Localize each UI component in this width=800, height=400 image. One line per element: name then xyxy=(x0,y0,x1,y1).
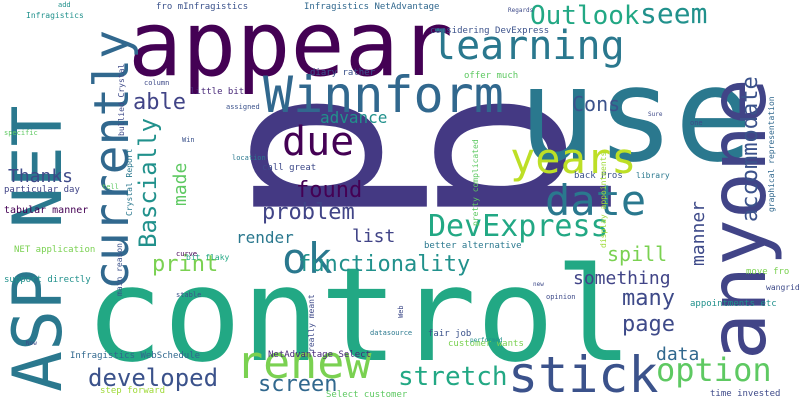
cloud-word: due xyxy=(282,119,355,165)
cloud-word: list xyxy=(352,226,396,247)
cloud-word: offer much xyxy=(464,71,519,81)
cloud-word: better alternative xyxy=(424,241,522,251)
cloud-word: add xyxy=(58,1,71,9)
cloud-word: date xyxy=(545,176,647,225)
cloud-word: Now xyxy=(26,340,37,347)
cloud-word: developed xyxy=(88,364,219,392)
cloud-word: NET application xyxy=(14,245,96,255)
cloud-word: appear xyxy=(128,0,454,97)
cloud-word: ok xyxy=(282,234,333,283)
cloud-word: screen xyxy=(258,372,338,397)
cloud-word: able xyxy=(133,90,186,115)
cloud-word: Web xyxy=(397,305,405,318)
cloud-word: render xyxy=(236,228,294,247)
cloud-word: years xyxy=(510,134,637,183)
cloud-word: Infragistics WebSchedule xyxy=(70,351,201,361)
cloud-word: little bit xyxy=(190,87,245,97)
cloud-word: appointments etc xyxy=(690,299,777,309)
cloud-word: one xyxy=(690,119,703,127)
cloud-word: learning xyxy=(432,23,625,69)
cloud-word: library xyxy=(636,171,670,180)
cloud-word: renew xyxy=(236,336,372,389)
cloud-word: control xyxy=(85,239,633,391)
cloud-word: back Pros xyxy=(574,171,623,181)
cloud-word: tabular manner xyxy=(4,205,89,216)
cloud-word: really meant xyxy=(307,294,316,352)
cloud-word: made xyxy=(170,162,191,206)
cloud-word: Regards xyxy=(508,7,534,14)
cloud-word: fro mInfragistics xyxy=(156,2,249,12)
cloud-word: time invested xyxy=(710,389,781,399)
cloud-word: seem xyxy=(640,0,708,30)
cloud-word: bullied Crystal xyxy=(117,63,126,136)
cloud-word: manner xyxy=(688,200,709,266)
cloud-word: wangrid xyxy=(766,283,800,292)
cloud-word: column xyxy=(144,79,170,87)
cloud-word: Cons xyxy=(572,92,621,116)
cloud-word: call great xyxy=(262,163,317,173)
cloud-word: Bascially xyxy=(134,117,162,248)
cloud-word: Select customer xyxy=(326,390,408,400)
cloud-word: new xyxy=(533,281,544,288)
cloud-word: location xyxy=(232,154,266,162)
cloud-word: fair job xyxy=(428,329,472,339)
cloud-word: stick xyxy=(508,346,659,400)
cloud-word: something xyxy=(573,268,671,289)
cloud-word: datasource xyxy=(370,329,413,337)
cloud-word: step forward xyxy=(100,386,166,396)
cloud-word: use xyxy=(518,39,753,191)
cloud-word: opinion xyxy=(546,293,576,301)
cloud-word: Infragistics NetAdvantage xyxy=(304,2,440,12)
cloud-word: found xyxy=(296,178,363,203)
cloud-word: Thanks xyxy=(8,166,74,187)
cloud-word: curve xyxy=(176,250,198,258)
cloud-word: Sure xyxy=(648,111,663,118)
cloud-word: DevExpress xyxy=(428,209,609,244)
cloud-word: pretty complicated xyxy=(471,139,480,226)
cloud-word: problem xyxy=(262,200,355,225)
cloud-word: spill xyxy=(607,242,668,266)
cloud-word: assigned xyxy=(226,103,260,111)
cloud-word: graphical representation xyxy=(767,96,776,212)
cloud-word: customer wants xyxy=(448,339,524,349)
cloud-word: bit flaky xyxy=(186,253,230,262)
cloud-word: page xyxy=(622,312,675,337)
cloud-word: accommodate xyxy=(738,76,763,222)
cloud-word: display appointments xyxy=(599,151,608,248)
cloud-word: Winnform xyxy=(263,66,504,124)
cloud-word: specific xyxy=(4,129,38,137)
cloud-word: functionality xyxy=(298,252,471,277)
cloud-word: option xyxy=(656,351,772,389)
cloud-word: considering DevExpress xyxy=(430,26,550,36)
cloud-word: stretch xyxy=(398,362,508,392)
cloud-word: performed xyxy=(470,337,503,344)
cloud-word: Win xyxy=(182,136,195,144)
cloud-word: diary rather xyxy=(310,68,376,78)
cloud-word: Infragistics xyxy=(26,11,84,20)
cloud-word: particular day xyxy=(4,185,80,195)
cloud-word: Crystal Report xyxy=(125,148,134,216)
cloud-word: print xyxy=(152,252,219,277)
cloud-word: many xyxy=(622,286,675,311)
cloud-word: support directly xyxy=(4,275,91,285)
cloud-word: data xyxy=(656,344,700,365)
cloud-word: stable xyxy=(176,291,202,299)
cloud-word: tell xyxy=(102,183,119,191)
cloud-word: NetAdvantage Select xyxy=(268,350,371,360)
cloud-word: advance xyxy=(320,108,388,127)
cloud-word: Outlook xyxy=(530,1,640,31)
cloud-word: move fro xyxy=(746,267,790,277)
cloud-word: main reason xyxy=(115,243,124,296)
